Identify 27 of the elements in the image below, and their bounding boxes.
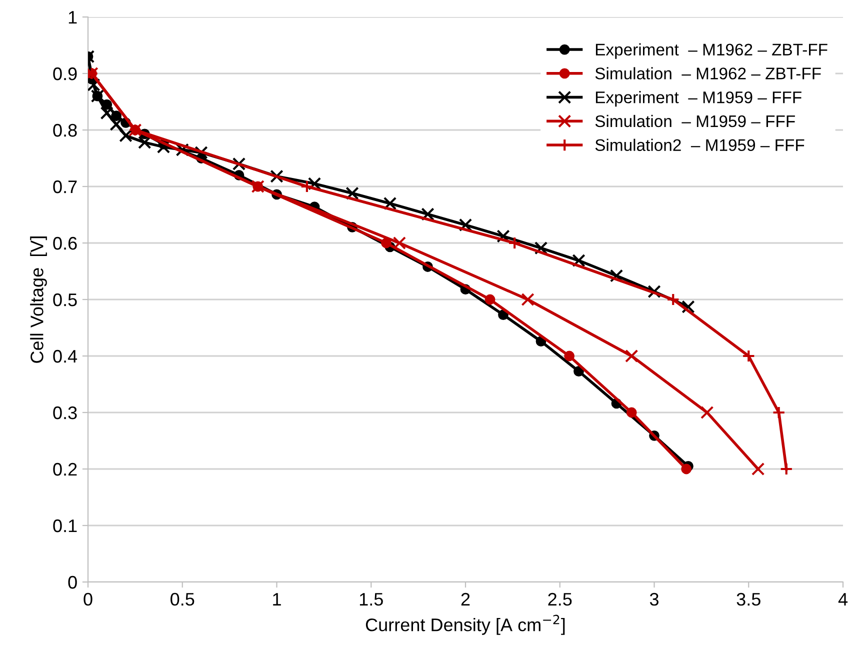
y-tick-label: 0.4	[53, 350, 78, 363]
legend-label: Experiment – M1959 – FFF	[596, 91, 802, 107]
x-tick-label: 4	[838, 593, 848, 606]
legend-label: Simulation – M1962 – ZBT-FF	[595, 67, 821, 80]
y-tick-label: 0.6	[53, 236, 77, 250]
y-tick-label: 0.1	[53, 519, 77, 532]
x-tick-label: 1.5	[360, 593, 383, 606]
y-tick-label: 0.7	[53, 180, 77, 194]
x-tick-label: 2	[461, 592, 470, 606]
legend-label: Simulation – M1959 – FFF	[595, 114, 795, 128]
x-tick-label: 2.5	[548, 592, 572, 606]
legend-label: Experiment – M1962 – ZBT-FF	[596, 43, 828, 59]
y-tick-label: 0.9	[53, 67, 77, 80]
legend-label: Simulation2 – M1959 – FFF	[595, 138, 804, 152]
x-tick-label: 0	[84, 592, 92, 606]
x-tick-label: 3	[650, 592, 658, 606]
y-tick-label: 1	[68, 11, 77, 24]
y-axis-title: Cell Voltage [V]	[30, 236, 47, 363]
x-tick-label: 0.5	[170, 592, 194, 606]
y-tick-label: 0.5	[53, 293, 77, 306]
y-tick-label: 0.8	[53, 124, 77, 137]
y-tick-label: 0.2	[53, 462, 77, 476]
x-tick-label: 3.5	[736, 592, 760, 606]
y-tick-label: 0.3	[53, 406, 77, 420]
x-axis-title: Current Density [A cm$^{−2}$]	[366, 614, 565, 635]
y-tick-label: 0	[68, 576, 77, 589]
x-tick-label: 1	[273, 593, 281, 606]
